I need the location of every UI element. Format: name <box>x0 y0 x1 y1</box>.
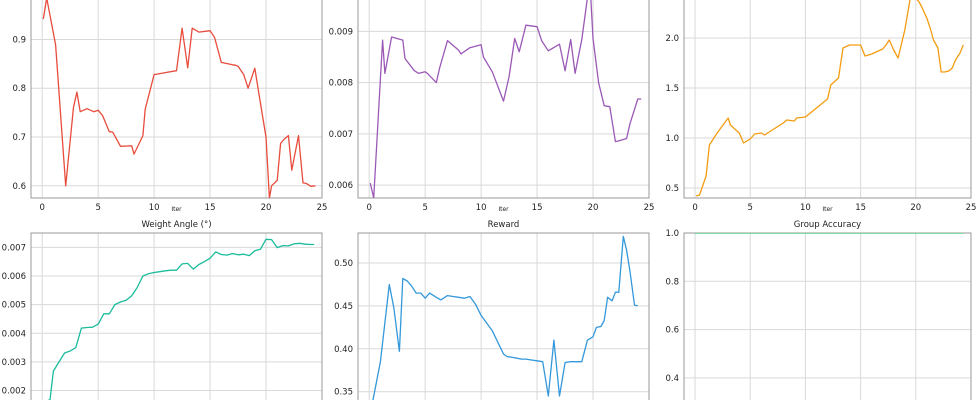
x-tick-label: 10 <box>800 203 811 213</box>
y-tick-label: 0.8 <box>12 84 26 94</box>
x-tick-label: 0 <box>692 203 697 213</box>
plot-area-frame <box>30 232 323 400</box>
x-tick-label: 5 <box>422 203 427 213</box>
chart-panel-3: 0.5 1.0 1.5 2.0 0 5 10 15 20 25 Iter <box>665 0 976 213</box>
chart-panel-2: 0.006 0.007 0.008 0.009 0 5 10 15 20 25 Iter <box>329 0 655 213</box>
x-tick-label: 10 <box>149 203 160 213</box>
x-tick-label: 20 <box>261 203 272 213</box>
y-tick-label: 0.4 <box>665 374 679 384</box>
x-axis-label: Iter <box>822 206 833 213</box>
chart-panel-6: 0.4 0.6 0.8 1.0 Group Accuracy <box>665 220 972 400</box>
chart-panel-1: 0.6 0.7 0.8 0.9 0 5 10 15 20 25 Iter <box>12 0 327 213</box>
x-tick-label: 15 <box>205 203 216 213</box>
y-tick-label: 1.0 <box>665 229 679 239</box>
plot-area-frame <box>30 0 323 199</box>
y-tick-label: 0.9 <box>12 35 26 45</box>
y-tick-label: 0.35 <box>334 388 353 398</box>
x-tick-label: 0 <box>366 203 371 213</box>
series-line <box>42 0 316 198</box>
x-tick-label: 10 <box>476 203 487 213</box>
y-tick-label: 0.5 <box>665 184 679 194</box>
series-line <box>369 0 642 198</box>
x-tick-label: 15 <box>532 203 543 213</box>
y-tick-label: 0.007 <box>2 243 26 253</box>
series-line <box>47 238 315 400</box>
y-tick-label: 0.006 <box>2 272 26 282</box>
y-tick-label: 0.40 <box>334 345 353 355</box>
x-tick-label: 25 <box>644 203 655 213</box>
y-tick-label: 0.45 <box>334 302 353 312</box>
y-tick-label: 0.008 <box>329 79 353 89</box>
plot-area-frame <box>357 0 650 199</box>
y-tick-label: 1.0 <box>665 134 679 144</box>
plot-area-frame <box>357 232 650 400</box>
x-tick-label: 5 <box>95 203 100 213</box>
y-tick-label: 0.004 <box>2 329 26 339</box>
y-tick-label: 0.6 <box>12 182 26 192</box>
x-axis-label: Iter <box>171 206 182 213</box>
chart-panel-5: 0.35 0.40 0.45 0.50 Reward <box>334 220 650 400</box>
y-tick-label: 0.009 <box>329 27 353 37</box>
x-tick-label: 25 <box>317 203 328 213</box>
y-tick-label: 0.6 <box>665 326 679 336</box>
chart-title: Weight Angle (°) <box>141 220 211 230</box>
x-tick-label: 15 <box>855 203 866 213</box>
y-tick-label: 0.006 <box>329 181 353 191</box>
y-tick-label: 0.50 <box>334 259 353 269</box>
x-axis-label: Iter <box>498 206 509 213</box>
y-tick-label: 0.7 <box>12 133 26 143</box>
y-tick-label: 0.002 <box>2 387 26 397</box>
plot-area-frame <box>683 232 972 400</box>
x-tick-label: 5 <box>748 203 753 213</box>
chart-title: Reward <box>488 220 520 230</box>
y-tick-label: 0.8 <box>665 277 679 287</box>
x-tick-label: 25 <box>966 203 977 213</box>
series-line <box>695 0 964 197</box>
y-tick-label: 1.5 <box>665 84 679 94</box>
series-line <box>372 235 638 400</box>
y-tick-label: 0.005 <box>2 301 26 311</box>
chart-panel-4: 0.002 0.003 0.004 0.005 0.006 0.007 Weight Ang… <box>2 220 323 400</box>
x-tick-label: 0 <box>39 203 44 213</box>
y-tick-label: 2.0 <box>665 34 679 44</box>
y-tick-label: 0.003 <box>2 358 26 368</box>
y-tick-label: 0.007 <box>329 130 353 140</box>
chart-title: Group Accuracy <box>794 220 861 230</box>
plot-area-frame <box>683 0 972 199</box>
x-tick-label: 20 <box>588 203 599 213</box>
x-tick-label: 20 <box>910 203 921 213</box>
